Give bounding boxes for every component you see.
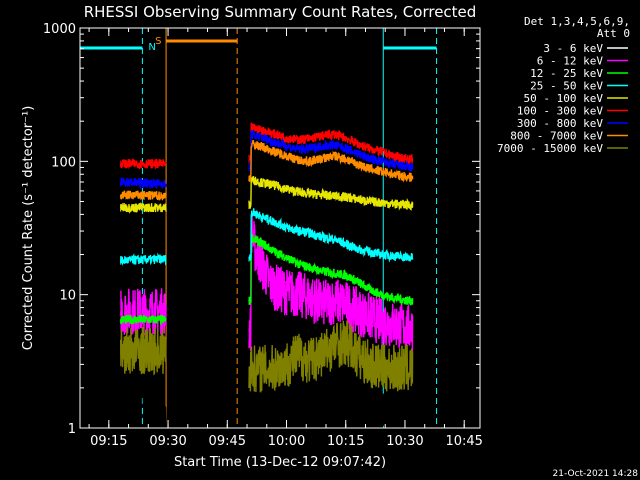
x-tick-label: 10:15 <box>327 434 364 449</box>
y-axis-label: Corrected Count Rate (s⁻¹ detector⁻¹) <box>21 106 36 351</box>
saa-flag-label: S <box>155 36 161 47</box>
series-line-4 <box>120 202 167 214</box>
series-line-2 <box>248 234 414 306</box>
series-line-6 <box>248 129 414 172</box>
series-line-5 <box>120 158 167 170</box>
series-line-4 <box>248 176 414 211</box>
legend-entry-label: 800 - 7000 keV <box>510 130 603 143</box>
y-tick-label: 10 <box>59 289 76 304</box>
series-line-7 <box>120 190 167 201</box>
x-tick-label: 10:30 <box>386 434 423 449</box>
legend-entry-label: 7000 - 15000 keV <box>497 142 603 155</box>
legend-entry-label: 3 - 6 keV <box>543 42 603 55</box>
series-line-3 <box>120 252 167 267</box>
x-tick-label: 10:00 <box>268 434 305 449</box>
timestamp-label: 21-Oct-2021 14:28 <box>553 469 639 479</box>
legend-header-line-1: Det 1,3,4,5,6,9, <box>524 15 630 28</box>
legend-entry-label: 12 - 25 keV <box>530 67 603 80</box>
legend-entry-label: 50 - 100 keV <box>524 92 604 105</box>
x-axis-label: Start Time (13-Dec-12 09:07:42) <box>174 455 386 470</box>
plot-area: NS <box>79 28 438 429</box>
plot-frame <box>79 27 481 429</box>
y-tick-label: 1 <box>68 422 76 437</box>
series-line-5 <box>248 122 414 166</box>
x-tick-label: 09:30 <box>149 434 186 449</box>
series-line-8 <box>248 320 414 393</box>
legend-entry-label: 100 - 300 keV <box>517 105 603 118</box>
chart-title: RHESSI Observing Summary Count Rates, Co… <box>84 3 477 21</box>
y-tick-label: 1000 <box>43 22 76 37</box>
y-tick-label: 100 <box>51 155 76 170</box>
series-line-2 <box>120 314 167 327</box>
legend-entry-label: 25 - 50 keV <box>530 80 603 93</box>
axes: 1 10 100 1000 09:15 09:30 09:45 10:00 10:15 10:30… <box>43 22 483 449</box>
legend-entry-label: 300 - 800 keV <box>517 117 603 130</box>
series-line-7 <box>248 139 414 183</box>
series-line-1 <box>248 212 414 352</box>
series-line-3 <box>248 208 414 263</box>
night-flag-label: N <box>148 42 155 53</box>
legend-header-line-2: Att 0 <box>597 27 630 40</box>
x-tick-label: 09:15 <box>90 434 127 449</box>
x-tick-label: 10:45 <box>445 434 482 449</box>
legend-entry-label: 6 - 12 keV <box>537 55 604 68</box>
series-line-1 <box>120 288 167 336</box>
x-tick-label: 09:45 <box>209 434 246 449</box>
series-line-8 <box>120 326 167 376</box>
series-line-6 <box>120 177 167 190</box>
